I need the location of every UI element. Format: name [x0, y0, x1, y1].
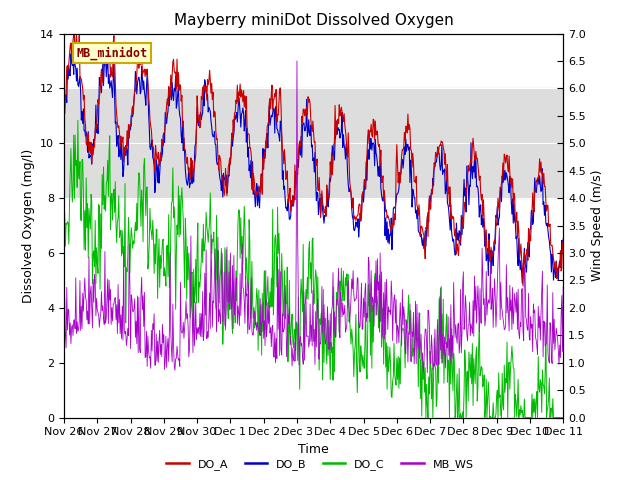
- X-axis label: Time: Time: [298, 443, 329, 456]
- Text: MB_minidot: MB_minidot: [77, 47, 148, 60]
- Y-axis label: Wind Speed (m/s): Wind Speed (m/s): [591, 170, 604, 281]
- Title: Mayberry miniDot Dissolved Oxygen: Mayberry miniDot Dissolved Oxygen: [173, 13, 454, 28]
- Y-axis label: Dissolved Oxygen (mg/l): Dissolved Oxygen (mg/l): [22, 148, 35, 303]
- Bar: [64, 88, 563, 198]
- Legend: DO_A, DO_B, DO_C, MB_WS: DO_A, DO_B, DO_C, MB_WS: [162, 455, 478, 474]
